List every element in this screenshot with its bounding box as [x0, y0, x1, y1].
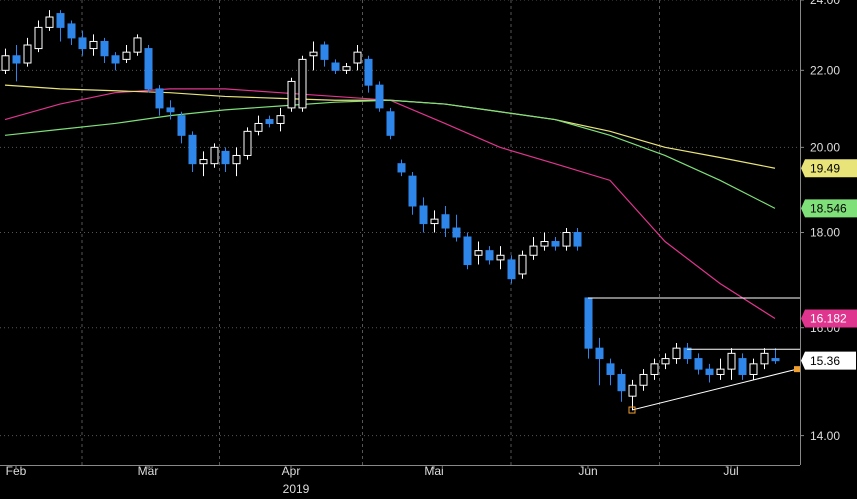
candle-body: [683, 347, 692, 360]
candle-body: [474, 250, 483, 256]
candle-body: [353, 51, 362, 64]
candle-body: [386, 111, 395, 136]
candle-body: [100, 40, 109, 57]
candle-body: [760, 352, 769, 365]
candle-body: [298, 58, 307, 109]
candle-body: [727, 352, 736, 370]
candle-body: [320, 44, 329, 60]
candle-body: [364, 58, 373, 86]
value-label-box: [801, 351, 856, 370]
candle-body: [738, 358, 747, 375]
candle-body: [67, 23, 76, 39]
candle-body: [595, 347, 604, 360]
year-label: 2019: [283, 482, 310, 496]
candle-body: [639, 373, 648, 386]
candle-body: [694, 358, 703, 370]
candle-body: [188, 134, 197, 165]
candle-body: [56, 13, 65, 28]
candle-body: [485, 250, 494, 261]
value-label-box: [801, 159, 857, 178]
candle-body: [199, 159, 208, 165]
candle-body: [276, 115, 285, 124]
candle-body: [23, 44, 32, 64]
x-tick-label: Mär: [138, 464, 159, 478]
candle-body: [540, 241, 549, 247]
value-label: 15.36: [810, 354, 840, 368]
candle-body: [331, 62, 340, 71]
value-label: 18.546: [810, 202, 847, 216]
value-label-box: [801, 199, 857, 218]
candle-body: [155, 88, 164, 109]
candle-body: [452, 227, 461, 238]
candle-body: [529, 245, 538, 256]
trendline-start: [628, 406, 636, 414]
y-tick-label: 18.00: [810, 226, 840, 240]
x-tick-label: Mai: [424, 464, 443, 478]
candle-body: [749, 363, 758, 375]
candle-body: [606, 363, 615, 375]
candle-body: [408, 175, 417, 207]
candle-body: [441, 214, 450, 229]
candle-body: [661, 358, 670, 365]
y-tick-label: 22.00: [810, 63, 840, 77]
candle-body: [34, 26, 43, 50]
candle-body: [771, 358, 780, 362]
candle-body: [232, 154, 241, 165]
candle-body: [705, 368, 714, 375]
candle-body: [573, 232, 582, 247]
candle-body: [419, 205, 428, 225]
candle-body: [463, 236, 472, 266]
candle-body: [210, 146, 219, 165]
candle-body: [397, 163, 406, 173]
x-tick-label: Apr: [282, 464, 301, 478]
candle-body: [166, 107, 175, 113]
candle-body: [144, 48, 153, 90]
candle-body: [628, 384, 637, 397]
candle-body: [243, 130, 252, 156]
candle-body: [122, 51, 131, 60]
candle-body: [518, 254, 527, 275]
x-tick-label: Jul: [723, 464, 738, 478]
value-label: 16.182: [810, 312, 847, 326]
candle-body: [496, 254, 505, 261]
y-tick-label: 14.00: [810, 429, 840, 443]
candle-body: [254, 122, 263, 132]
candle-body: [111, 55, 120, 64]
candle-body: [221, 150, 230, 165]
x-tick-label: Jun: [578, 464, 597, 478]
candle-body: [562, 232, 571, 247]
candle-body: [507, 259, 516, 280]
candle-body: [287, 80, 296, 109]
candle-body: [133, 37, 142, 53]
y-tick-label: 24.00: [810, 0, 840, 7]
candle-body: [89, 40, 98, 50]
candle-body: [78, 37, 87, 50]
candle-body: [716, 368, 725, 375]
x-tick-label: Feb: [6, 464, 27, 478]
candle-body: [551, 241, 560, 247]
candle-body: [617, 373, 626, 392]
candle-body: [375, 84, 384, 109]
value-label: 19.49: [810, 161, 840, 175]
candle-body: [45, 16, 54, 28]
candle-body: [309, 51, 318, 57]
y-tick-label: 20.00: [810, 141, 840, 155]
candle-body: [265, 119, 274, 124]
candle-body: [584, 297, 593, 349]
candle-body: [672, 347, 681, 360]
trendline-end: [794, 366, 800, 373]
trendline: [631, 368, 798, 411]
candle-body: [12, 55, 21, 64]
candle-body: [342, 66, 351, 71]
candle-body: [430, 218, 439, 225]
candle-body: [650, 363, 659, 375]
moving-average: [4, 99, 776, 209]
candle-body: [1, 55, 10, 71]
value-label-box: [801, 309, 857, 328]
candle-body: [177, 115, 186, 136]
